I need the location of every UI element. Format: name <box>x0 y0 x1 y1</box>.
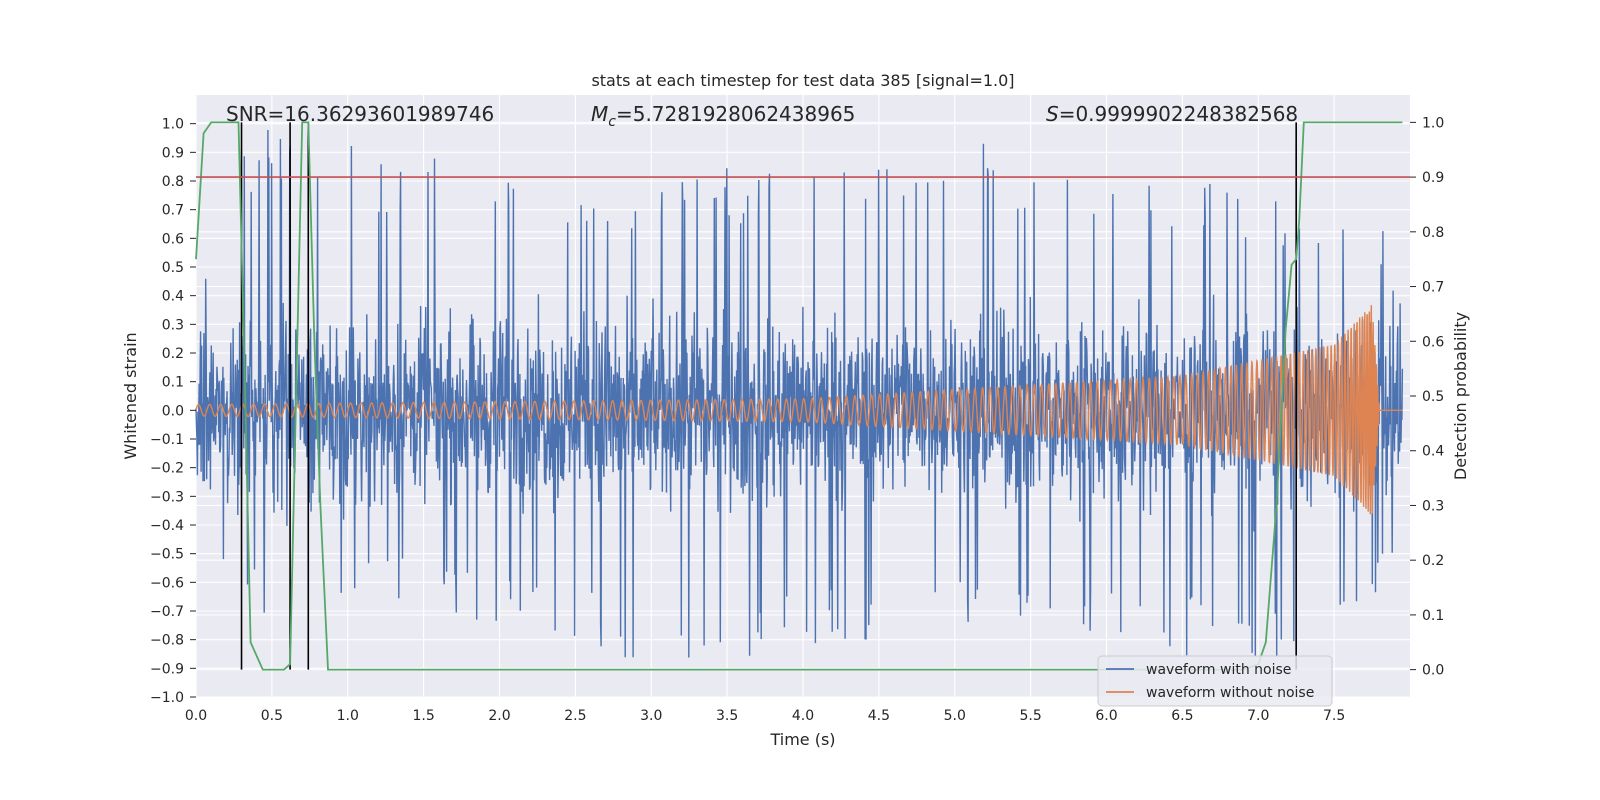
y-left-tick-label: −0.7 <box>150 604 184 620</box>
x-tick-label: 4.0 <box>792 708 814 724</box>
noise-series <box>195 129 1404 658</box>
x-tick-label: 1.5 <box>412 708 434 724</box>
y-right-tick-label: 0.7 <box>1422 280 1444 296</box>
y-right-tick-label: 1.0 <box>1422 115 1444 131</box>
y-right-tick-label: 0.9 <box>1422 170 1444 186</box>
y-left-tick-label: 0.3 <box>162 317 184 333</box>
y-axis-label-right: Detection probability <box>1451 312 1470 480</box>
y-left-tick-label: 0.6 <box>162 231 184 247</box>
x-tick-label: 6.0 <box>1095 708 1117 724</box>
mc-subscript: c <box>608 114 616 130</box>
x-tick-label: 0.5 <box>261 708 283 724</box>
y-right-tick-label: 0.3 <box>1422 498 1444 514</box>
x-tick-label: 7.5 <box>1323 708 1345 724</box>
score-annotation: S=0.9999902248382568 <box>1046 102 1298 126</box>
y-left-tick-label: 0.9 <box>162 145 184 161</box>
y-left-tick-label: 0.7 <box>162 203 184 219</box>
y-left-tick-label: −1.0 <box>150 690 184 706</box>
tick-labels: 0.0 0.5 1.0 1.5 2.0 2.5 3.0 3.5 4.0 4.5 5.0 5.5 6.0 6… <box>150 115 1444 724</box>
x-tick-label: 1.0 <box>337 708 359 724</box>
y-left-tick-label: −0.9 <box>150 661 184 677</box>
y-right-tick-label: 0.4 <box>1422 444 1444 460</box>
legend: waveform with noise waveform without noi… <box>1097 655 1333 707</box>
x-tick-label: 0.0 <box>185 708 207 724</box>
y-right-tick-label: 0.8 <box>1422 225 1444 241</box>
y-left-tick-label: 0.8 <box>162 174 184 190</box>
y-left-tick-label: −0.4 <box>150 518 184 534</box>
x-tick-label: 2.5 <box>564 708 586 724</box>
y-left-tick-label: 0.0 <box>162 403 184 419</box>
y-left-tick-label: 0.4 <box>162 289 184 305</box>
y-right-tick-label: 0.0 <box>1422 663 1444 679</box>
y-left-tick-label: −0.2 <box>150 461 184 477</box>
x-tick-label: 7.0 <box>1247 708 1269 724</box>
probability-series-line <box>195 121 1403 671</box>
s-value: =0.9999902248382568 <box>1059 102 1298 126</box>
chirp-mass-annotation: Mc=5.7281928062438965 <box>591 102 855 130</box>
y-left-tick-label: −0.6 <box>150 575 184 591</box>
x-tick-label: 5.0 <box>944 708 966 724</box>
y-left-tick-label: 0.1 <box>162 375 184 391</box>
legend-entry-clean: waveform without noise <box>1146 685 1314 701</box>
chart-title: stats at each timestep for test data 385… <box>591 71 1014 90</box>
probability-series <box>195 121 1403 671</box>
noise-series-line <box>195 129 1404 658</box>
x-tick-label: 3.0 <box>640 708 662 724</box>
y-right-tick-label: 0.6 <box>1422 334 1444 350</box>
snr-annotation: SNR=16.36293601989746 <box>226 102 494 126</box>
x-tick-label: 2.0 <box>488 708 510 724</box>
y-axis-label-left: Whitened strain <box>121 332 140 459</box>
legend-entry-noise: waveform with noise <box>1146 662 1291 678</box>
x-tick-label: 3.5 <box>716 708 738 724</box>
x-tick-label: 6.5 <box>1171 708 1193 724</box>
x-tick-label: 5.5 <box>1019 708 1041 724</box>
clean-series <box>195 305 1403 515</box>
y-left-tick-label: 0.2 <box>162 346 184 362</box>
y-left-tick-label: −0.8 <box>150 633 184 649</box>
y-left-tick-label: −0.1 <box>150 432 184 448</box>
x-tick-label: 4.5 <box>868 708 890 724</box>
x-axis-label: Time (s) <box>769 730 835 749</box>
mc-symbol: M <box>591 102 608 126</box>
y-right-tick-label: 0.1 <box>1422 608 1444 624</box>
mc-value: =5.7281928062438965 <box>616 102 855 126</box>
legend-box <box>1097 655 1333 707</box>
vertical-markers <box>240 122 1297 670</box>
y-left-tick-label: 1.0 <box>162 117 184 133</box>
clean-series-line <box>195 305 1403 515</box>
y-left-tick-label: 0.5 <box>162 260 184 276</box>
y-left-tick-label: −0.5 <box>150 547 184 563</box>
y-right-tick-label: 0.2 <box>1422 553 1444 569</box>
y-right-tick-label: 0.5 <box>1422 389 1444 405</box>
y-left-tick-label: −0.3 <box>150 489 184 505</box>
s-symbol: S <box>1046 102 1059 126</box>
